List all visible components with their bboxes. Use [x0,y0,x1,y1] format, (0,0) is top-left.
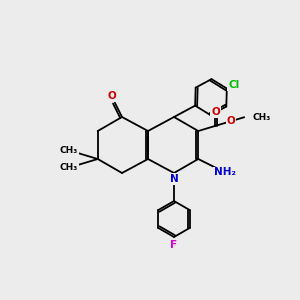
Text: O: O [211,107,220,117]
Text: CH₃: CH₃ [60,146,78,155]
Text: O: O [226,116,235,126]
Text: O: O [107,92,116,101]
Text: CH₃: CH₃ [60,163,78,172]
Text: Cl: Cl [228,80,239,90]
Text: CH₃: CH₃ [252,113,271,122]
Text: N: N [169,174,178,184]
Text: F: F [170,240,178,250]
Text: NH₂: NH₂ [214,167,236,177]
